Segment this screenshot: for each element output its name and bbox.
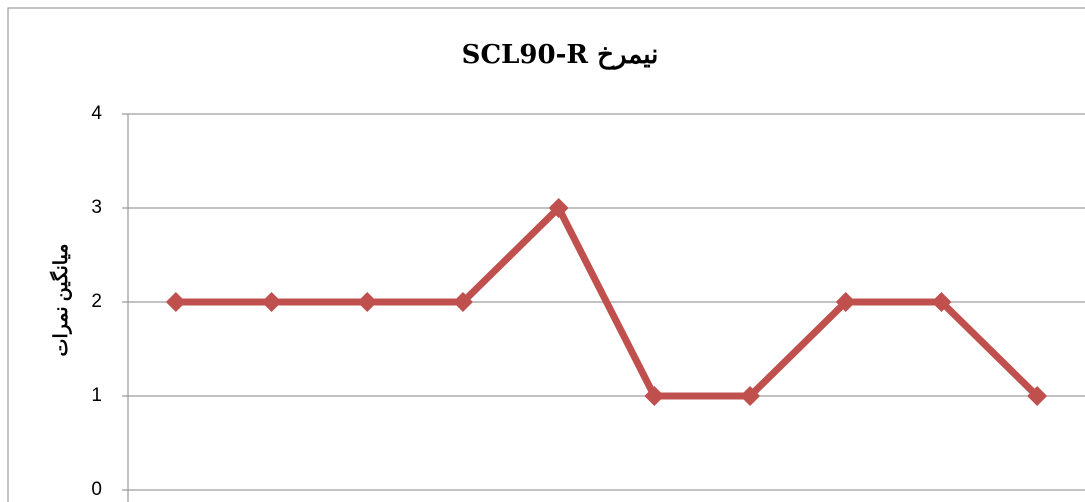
data-point (835, 292, 856, 312)
data-point (357, 292, 378, 312)
data-point (261, 292, 282, 312)
data-line (172, 204, 1041, 400)
data-point (165, 292, 186, 312)
data-point (644, 386, 665, 406)
data-point (931, 292, 952, 312)
y-tick-label: 3 (91, 197, 102, 218)
y-tick-label: 1 (91, 385, 102, 406)
y-tick-label: 0 (91, 479, 102, 500)
data-point (1027, 386, 1048, 406)
data-point (740, 386, 761, 406)
chart-title: نیمرخ SCL90-R (462, 40, 659, 70)
y-tick-label: 4 (91, 103, 102, 124)
y-axis-label: میانگین نمرات (49, 244, 72, 357)
data-point (548, 198, 569, 218)
y-tick-label: 2 (91, 291, 102, 312)
data-point (452, 292, 473, 312)
chart-frame (7, 7, 1085, 502)
